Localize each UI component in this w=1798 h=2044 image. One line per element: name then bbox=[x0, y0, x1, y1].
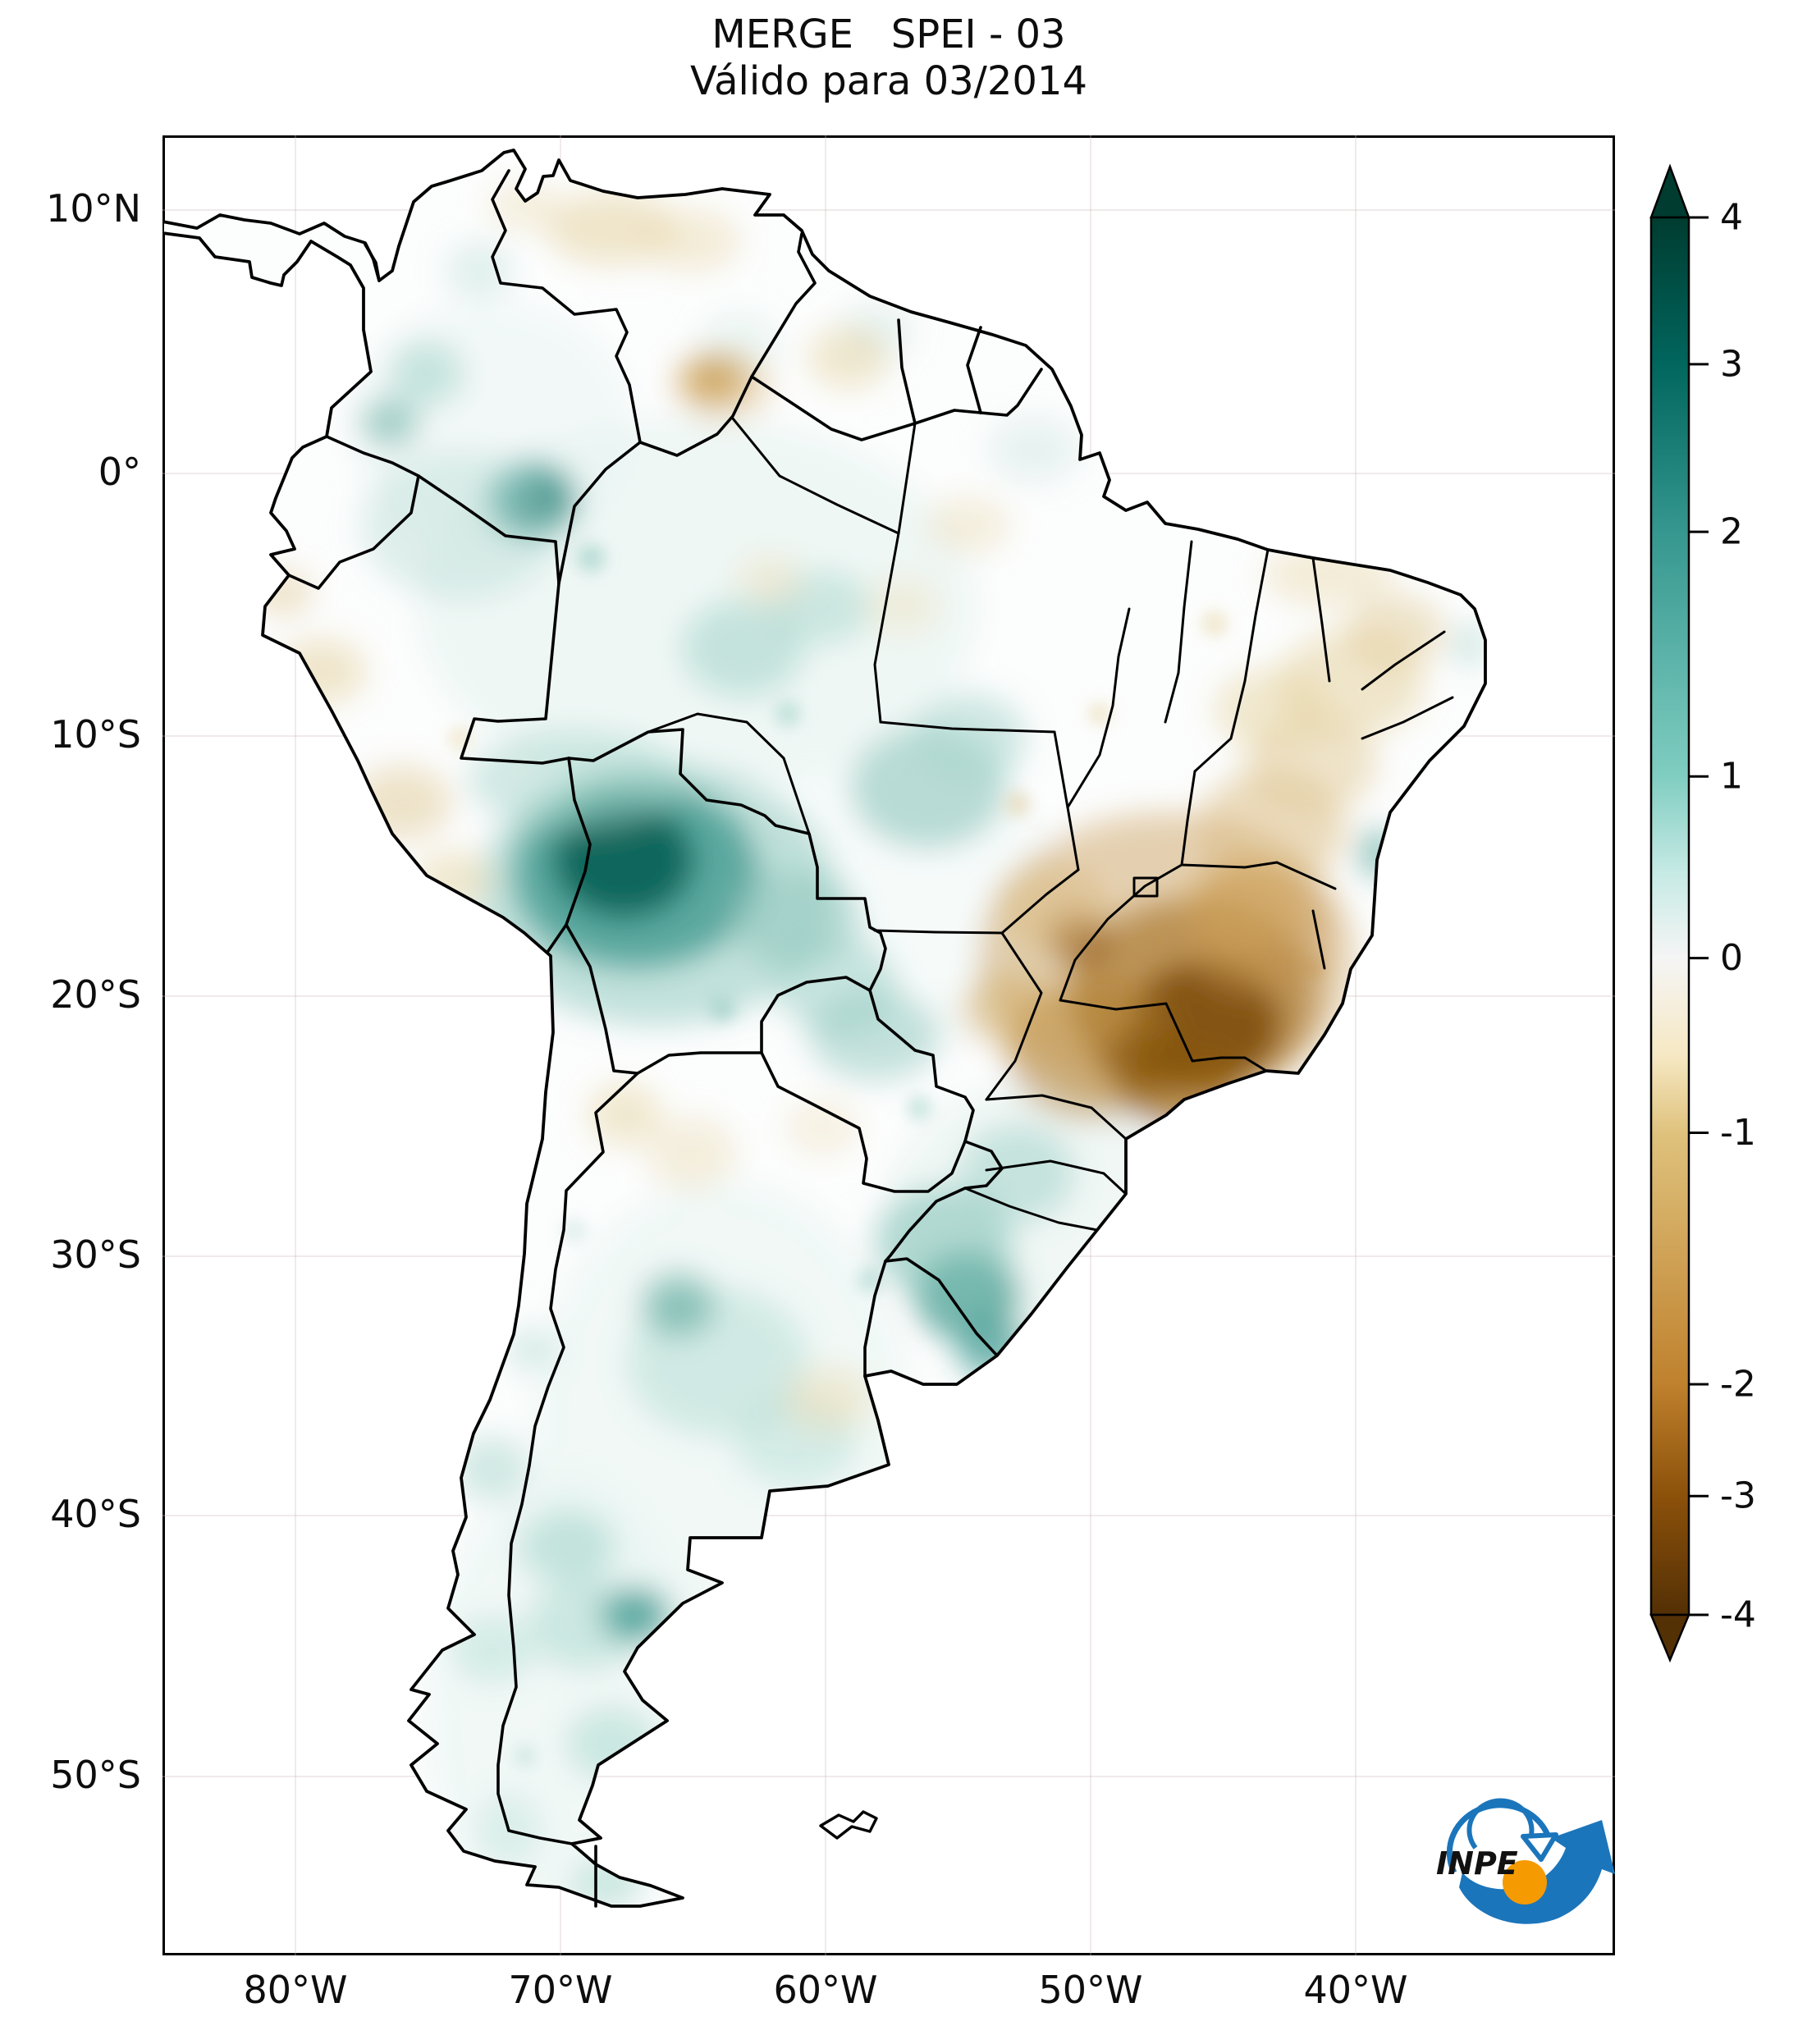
colorbar-tick-label: 1 bbox=[1720, 756, 1743, 798]
spei-speckle bbox=[448, 543, 1324, 1767]
colorbar-gradient-bar bbox=[1649, 216, 1690, 1616]
inpe-swirl-arrowhead-icon bbox=[1521, 1832, 1558, 1862]
colorbar-upper-arrow bbox=[1649, 163, 1690, 219]
spei-field bbox=[254, 184, 1485, 1906]
colorbar-ticks: 4 3 2 1 0 -1 -2 -3 -4 bbox=[1689, 197, 1756, 1636]
x-tick-label: 60°W bbox=[773, 1968, 878, 2012]
colorbar-tick-label: -3 bbox=[1720, 1475, 1756, 1517]
y-tick-label: 40°S bbox=[50, 1491, 141, 1536]
colorbar: 4 3 2 1 0 -1 -2 -3 -4 bbox=[1649, 163, 1756, 1663]
title-line-1: MERGE SPEI - 03 bbox=[711, 11, 1066, 57]
state-borders bbox=[647, 417, 1454, 1232]
inpe-logo-text: INPE bbox=[1436, 1845, 1518, 1882]
y-tick-label: 50°S bbox=[50, 1752, 141, 1797]
map-frame: INPE bbox=[162, 135, 1615, 1955]
y-tick-label: 20°S bbox=[50, 972, 141, 1017]
y-tick-label: 10°S bbox=[50, 711, 141, 757]
x-tick-label: 40°W bbox=[1303, 1968, 1408, 2012]
south-america-map: INPE bbox=[162, 135, 1615, 1955]
title-line-2: Válido para 03/2014 bbox=[690, 58, 1087, 104]
inpe-rising-arrow-icon bbox=[1459, 1820, 1615, 1924]
falkland-islands bbox=[819, 1810, 878, 1840]
figure-title: MERGE SPEI - 03 Válido para 03/2014 bbox=[0, 11, 1777, 105]
colorbar-tick-label: -2 bbox=[1720, 1364, 1756, 1406]
colorbar-tick-label: 4 bbox=[1720, 197, 1743, 239]
colorbar-tick-label: -1 bbox=[1720, 1112, 1756, 1154]
x-tick-label: 80°W bbox=[243, 1968, 348, 2012]
colorbar-tick-label: 2 bbox=[1720, 511, 1743, 553]
x-tick-label: 70°W bbox=[508, 1968, 613, 2012]
y-tick-label: 0° bbox=[98, 449, 141, 494]
inpe-orange-sphere-icon bbox=[1503, 1860, 1547, 1905]
colorbar-tick-label: 0 bbox=[1720, 937, 1743, 979]
x-tick-label: 50°W bbox=[1038, 1968, 1143, 2012]
y-tick-label: 30°S bbox=[50, 1232, 141, 1277]
y-tick-label: 10°N bbox=[46, 185, 141, 231]
inpe-swirl-inner-icon bbox=[1466, 1798, 1535, 1850]
colorbar-lower-arrow bbox=[1649, 1613, 1690, 1663]
inpe-logo: INPE bbox=[1436, 1798, 1615, 1924]
colorbar-tick-label: 3 bbox=[1720, 343, 1743, 385]
colorbar-tick-label: -4 bbox=[1720, 1594, 1756, 1636]
